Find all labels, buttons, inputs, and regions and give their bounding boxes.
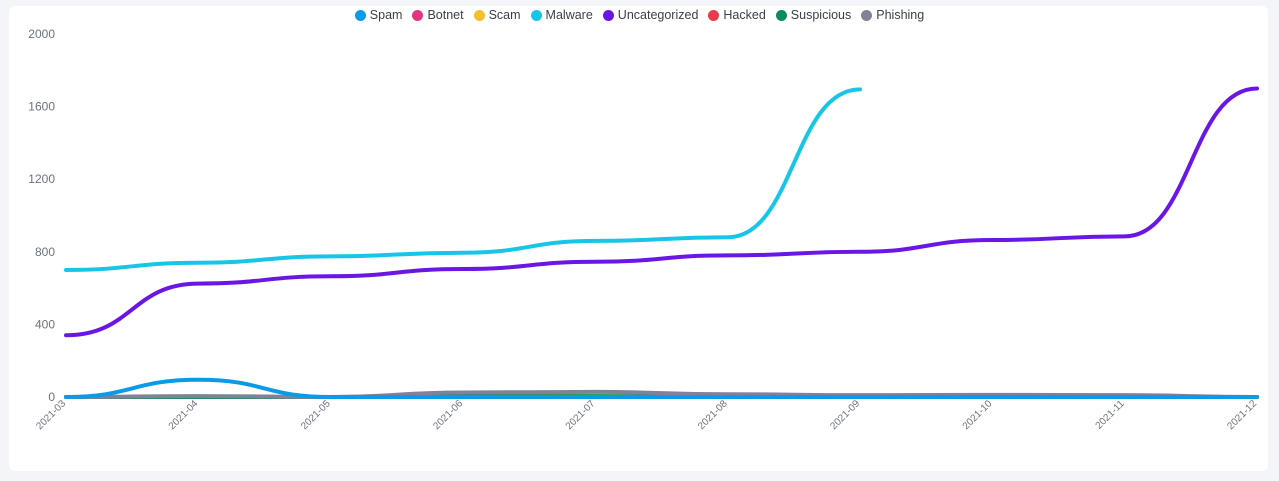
series-line-uncategorized[interactable] [64, 86, 1259, 338]
legend-label: Botnet [427, 8, 464, 22]
legend-dot [354, 9, 366, 21]
x-tick-label: 2021-08 [696, 398, 730, 432]
legend-dot [412, 9, 424, 21]
y-tick-label: 1200 [28, 172, 55, 186]
x-tick-label: 2021-06 [431, 398, 465, 432]
legend-item-uncategorized[interactable]: Uncategorized [602, 8, 699, 22]
legend-label: Scam [488, 8, 521, 22]
legend-dot [861, 9, 873, 21]
y-tick-label: 0 [48, 390, 55, 404]
legend-label: Hacked [723, 8, 766, 22]
x-tick-label: 2021-11 [1094, 398, 1128, 432]
legend-item-malware[interactable]: Malware [530, 8, 593, 22]
y-axis: 0 400 800 1200 1600 2000 [28, 27, 55, 404]
y-tick-label: 400 [35, 317, 55, 331]
legend-dot [775, 9, 787, 21]
x-tick-label: 2021-04 [167, 398, 201, 432]
legend-label: Phishing [876, 8, 925, 22]
chart-legend: Spam Botnet Scam Malware Uncategorized Hacked… [0, 8, 1279, 22]
legend-item-phishing[interactable]: Phishing [861, 8, 924, 22]
y-tick-label: 800 [35, 245, 55, 259]
legend-item-suspicious[interactable]: Suspicious [775, 8, 852, 22]
legend-label: Malware [545, 8, 593, 22]
series-line-spam[interactable] [64, 377, 1259, 400]
y-tick-label: 2000 [28, 27, 55, 41]
x-tick-label: 2021-10 [961, 398, 995, 432]
legend-dot [708, 9, 720, 21]
legend-label: Suspicious [790, 8, 852, 22]
legend-item-spam[interactable]: Spam [354, 8, 403, 22]
legend-label: Spam [369, 8, 403, 22]
series-line-malware[interactable] [64, 87, 862, 272]
legend-item-scam[interactable]: Scam [473, 8, 521, 22]
x-tick-label: 2021-07 [564, 398, 598, 432]
legend-dot [602, 9, 614, 21]
series-lines [64, 86, 1259, 400]
legend-item-botnet[interactable]: Botnet [412, 8, 464, 22]
legend-dot [530, 9, 542, 21]
x-axis: 2021-03 2021-04 2021-05 2021-06 2021-07 2021-… [34, 398, 1259, 432]
legend-label: Uncategorized [617, 8, 699, 22]
y-tick-label: 1600 [28, 100, 55, 114]
x-tick-label: 2021-12 [1225, 398, 1259, 432]
x-tick-label: 2021-09 [828, 398, 862, 432]
legend-dot [473, 9, 485, 21]
legend-item-hacked[interactable]: Hacked [708, 8, 766, 22]
x-tick-label: 2021-05 [299, 398, 333, 432]
